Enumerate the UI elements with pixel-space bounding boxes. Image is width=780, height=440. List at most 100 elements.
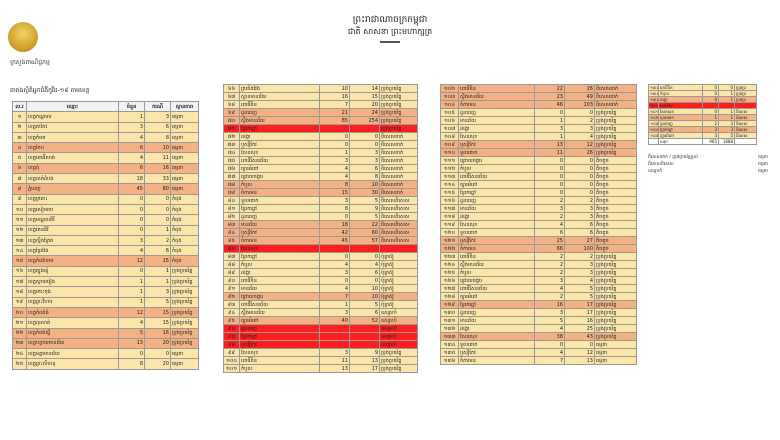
table-cell-no: ១៣៨: [648, 90, 659, 97]
table-cell-b: 10: [349, 292, 380, 301]
table-cell-no: ៨៨: [223, 260, 240, 269]
table-cell-name: មានជ័យ: [239, 284, 320, 293]
table-cell-a: 11: [319, 356, 350, 365]
table-row: ៨៨ កំបូល 4 4 ប៉ុទ្ធាស៊ូ: [223, 260, 418, 269]
table-cell-s: ពិសេសពាក់: [594, 92, 637, 101]
table-cell-b: 0: [564, 172, 595, 181]
table-cell-no: ១៣៣: [440, 332, 459, 341]
table-cell-s: កំពុង: [170, 245, 199, 257]
table-cell-b: 12: [564, 348, 595, 357]
legend-note: ពិសេសពិសេស ធម្មតា: [648, 162, 768, 167]
table-cell-name: ចំការមន: [458, 100, 535, 109]
table-cell-b: 1888: [718, 138, 735, 145]
table-cell-no: ៨៤: [223, 228, 240, 237]
table-cell-no: ១២២: [440, 244, 459, 253]
table-cell-no: ១១០: [440, 148, 459, 157]
table-cell-name: ខេត្តស្ទឹងត្រែង: [26, 234, 119, 247]
table-row: ៩៥ ច្បារអំពៅ 40 52 ឧស្សាហ៍: [223, 316, 418, 325]
table-cell-s: កំពុង: [170, 234, 199, 247]
table-row: ៨៤ ឫស្សីកែវ 42 60 ពិសេសពិសេស: [223, 228, 418, 237]
table-cell-b: 0: [349, 140, 380, 149]
table-cell-name: ខេត្តកោះកុង: [26, 286, 119, 298]
table-cell-no: ៨: [12, 183, 27, 195]
table-cell-name: ព្រែកព្នៅ: [239, 124, 320, 133]
table-cell-s: តិចតួច: [594, 236, 637, 245]
table-cell-b: [349, 124, 380, 133]
table-cell-a: 3: [319, 156, 350, 165]
table-cell-no: ១៥: [12, 255, 27, 267]
table-row: ៩៤ ស្ទឹងមានជ័យ 3 6 ឧស្សាហ៍: [223, 308, 418, 317]
table-cell-no: ១១៩: [440, 220, 459, 229]
table-cell-s: ពិសេសពិសេស: [379, 220, 418, 229]
table-cell-a: 2: [534, 260, 565, 269]
table-row: ១១៩ សែនសុខ 4 6 តិចតួច: [440, 220, 637, 229]
table-row: ៨៣ មានជ័យ 18 22 ពិសេសពិសេស: [223, 220, 418, 229]
table-cell-no: ៩០: [223, 276, 240, 285]
table-row: ៧៩ ចំការមន 15 30 ពិសេសពាក់: [223, 188, 418, 197]
table-cell-no: ១៤០: [648, 102, 659, 109]
table-cell-a: 22: [534, 84, 565, 93]
table-cell-no: ៥: [12, 152, 27, 164]
table-cell-no: ១២៨: [440, 292, 459, 301]
table-row: ៩១ មានជ័យ 4 10 ប៉ុទ្ធាស៊ូ: [223, 284, 418, 293]
table-cell-s: ពិសេសពាក់: [379, 156, 418, 165]
table-cell-a: 0: [534, 172, 565, 181]
document-title: តារាងស្ថិតិអ្នកជំងឺកូវីដ-១៩ តាមខេត្ត: [10, 87, 90, 94]
table-cell-s: ពិសេសពាក់: [379, 180, 418, 189]
table-cell-a: 4: [118, 245, 145, 257]
table-cell-s: ប្រុងប្រយ័ត្ន: [594, 260, 637, 269]
table-cell-s: ពិសេសពាក់: [379, 132, 418, 141]
table-cell-name: ទួលគោក: [458, 148, 535, 157]
table-cell-name: ច្បារអំពៅ: [239, 316, 320, 325]
table-cell-s: ពិសេសពាក់: [594, 100, 637, 109]
table-cell-name: ឬស្សីកែវ: [239, 140, 320, 149]
table-row: ៧២ ដង្កោ 0 0 ពិសេសពាក់: [223, 132, 418, 141]
table-cell-a: 1: [534, 116, 565, 125]
table-cell-s: ប្រុងប្រយ័ត្ន: [594, 316, 637, 325]
table-cell-name: ស្ពានមានជ័យ: [239, 92, 320, 101]
table-row: ៧ខេត្តបាត់ដំបង 18 33 ធម្មតា: [12, 173, 199, 185]
table-row: ១៣ ខេត្តស្ទឹងត្រែង 3 2 កំពុង: [12, 234, 199, 247]
table-cell-name: ជ្រោយចង្វារ: [458, 156, 535, 165]
table-cell-s: ប្រុងប្រយ័ត្ន: [594, 252, 637, 261]
table-row: ១០០ ពោធិ៍ចិន 11 13 ប្រុងប្រយ័ត្ន: [223, 356, 418, 365]
table-cell-no: ៨៥: [223, 236, 240, 245]
table-cell-a: 2: [534, 268, 565, 277]
table-cell-s: ប្រុងប្រយ័ត្ន: [594, 124, 637, 133]
table-cell-no: ១២: [12, 224, 27, 236]
table-cell-s: ប្រុងប្រយ័ត្ន: [594, 148, 637, 157]
table-cell-s: ប្រុងប្រយ័ត្ន: [594, 140, 637, 149]
table-cell-name: ចំការមន: [239, 236, 320, 245]
table-cell-a: 3: [118, 234, 145, 247]
data-table-4: ១៣៧ពោធិ៍ចិន00ប្រុងប្រ១៣៨កំបូល01ប្រុងប្រ១…: [648, 84, 757, 145]
table-row: ៣ខេត្តកំពត 4 8 ធម្មតា: [12, 131, 199, 144]
table-cell-b: 15: [144, 306, 171, 319]
table-cell-a: 45: [319, 236, 350, 245]
table-cell-no: ៧៩: [223, 188, 240, 197]
table-cell-b: 6: [349, 308, 380, 317]
table-cell-s: ពិសេសពិសេស: [379, 212, 418, 221]
table-cell-a: 13: [319, 364, 350, 373]
table-cell-a: 5: [534, 316, 565, 325]
table-cell-name: ពោធិ៍ចិន: [458, 252, 535, 261]
table-cell-s: ប្រុងប្រយ័ត្ន: [594, 276, 637, 285]
table-cell-name: ខេត្តពុរសាត់: [26, 317, 119, 329]
table-cell-s: ប្រុងប្រយ័ត្ន: [594, 332, 637, 341]
table-cell-name: មានជ័យ: [239, 220, 320, 229]
table-row: ១៣០ ដូនពេញ 3 17 ប្រុងប្រយ័ត្ន: [440, 308, 637, 317]
table-cell-b: 49: [564, 92, 595, 101]
table-cell-name: ជ្រោយចង្វារ: [458, 276, 535, 285]
table-cell-b: 9: [349, 204, 380, 213]
table-cell-a: 3: [319, 196, 350, 205]
table-cell-name: ខេត្តក្រចេះ: [26, 193, 119, 205]
table-cell-no: ១០២: [440, 84, 459, 93]
table-row: ១៤៣ ដូនពេញ 2 3 ពិសេស: [648, 120, 757, 127]
table-row: ១១៣ ពោធិ៍សែនជ័យ 0 0 តិចតួច: [440, 172, 637, 181]
table-cell-s: តិចតួច: [594, 220, 637, 229]
table-row: ១១០ ទួលគោក 11 26 ប្រុងប្រយ័ត្ន: [440, 148, 637, 157]
table-cell-s: តិចតួច: [594, 212, 637, 221]
table-cell-b: 0: [349, 252, 380, 261]
table-cell-a: 0: [319, 252, 350, 261]
table-cell-no: ១៣៤: [440, 340, 459, 349]
table-row: ៨១ ព្រែកព្នៅ 8 9 ពិសេសពិសេស: [223, 204, 418, 213]
